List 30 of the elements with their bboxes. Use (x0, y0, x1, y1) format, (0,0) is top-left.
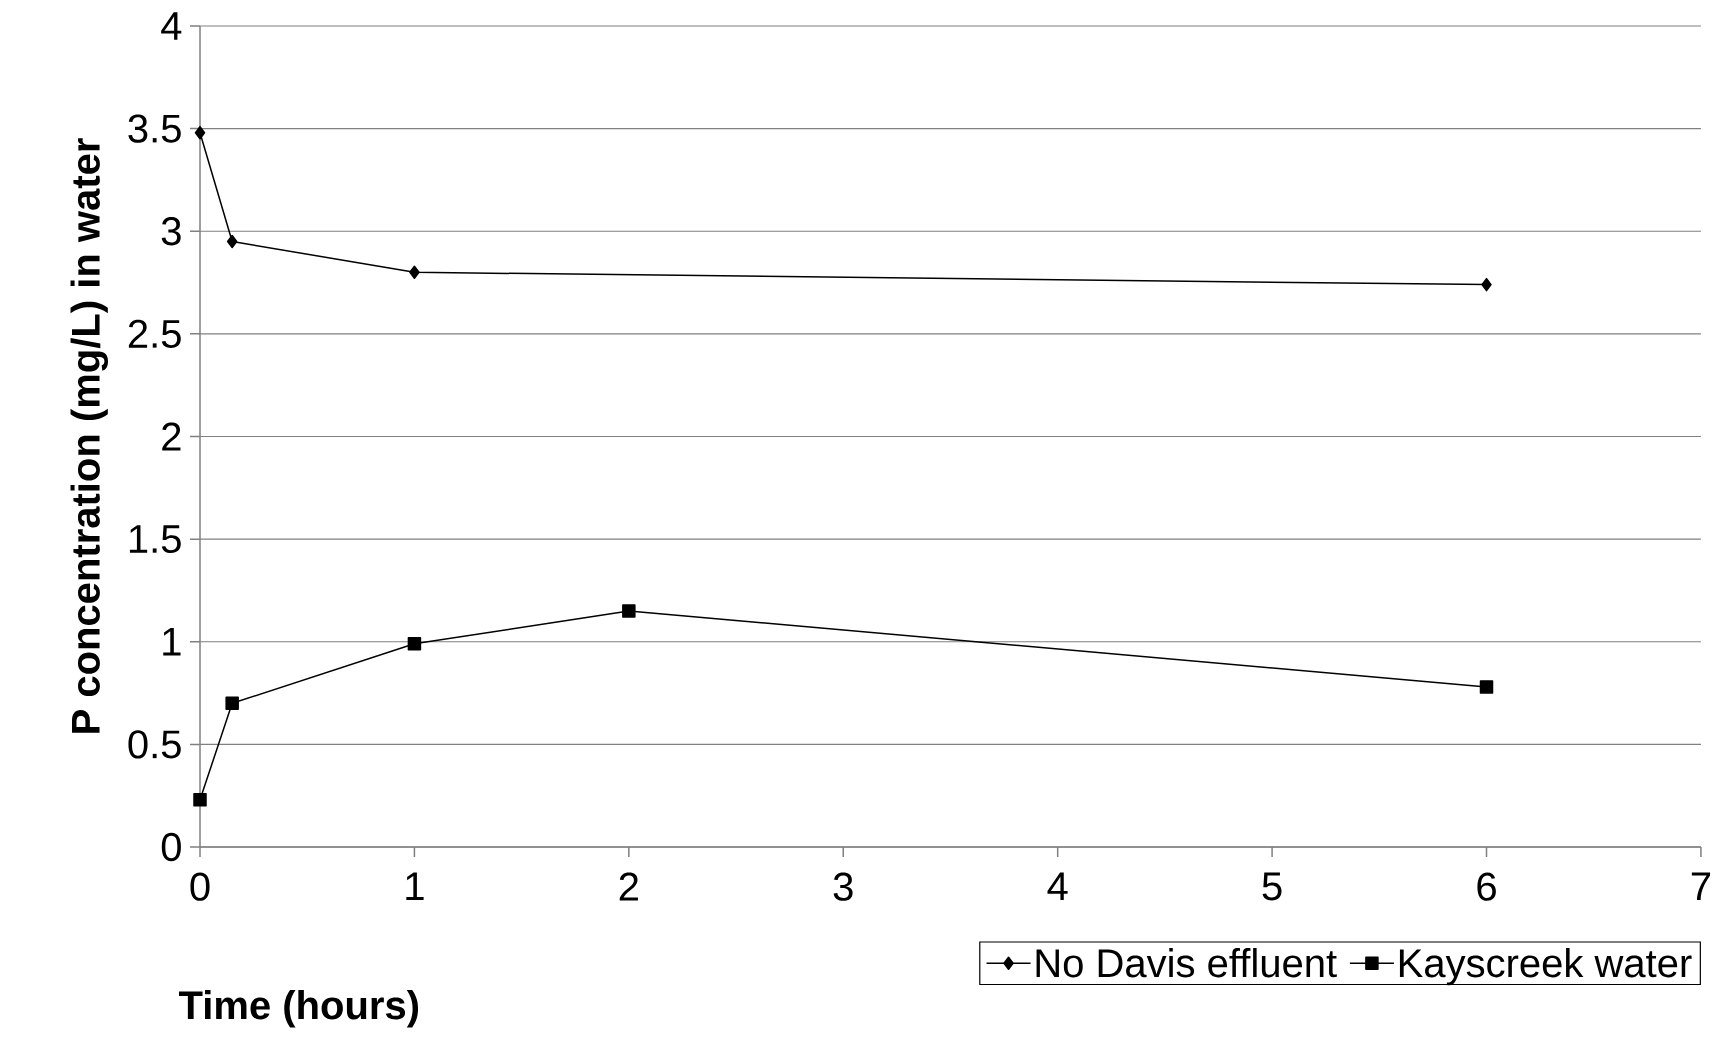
y-tick-label: 2.5 (128, 319, 181, 349)
y-tick-label: 1 (163, 628, 181, 656)
x-tick-label: 2 (619, 872, 638, 901)
point (1481, 277, 1492, 292)
y-axis-title: P concentration (mg/L) in water (70, 138, 108, 733)
x-axis-title: Time (hours) (178, 990, 419, 1028)
y-tick-label: 4 (161, 12, 182, 40)
y-tick-label: 3.5 (128, 114, 181, 143)
x-tick-label: 1 (406, 872, 424, 901)
x-tick-label: 6 (1477, 872, 1496, 901)
point (193, 793, 207, 807)
y-tick-label: 1.5 (129, 525, 181, 554)
point (225, 696, 239, 711)
x-tick-label: 0 (190, 872, 210, 901)
point (194, 125, 206, 140)
point (409, 265, 420, 280)
legend-label: No Davis effluent (1036, 948, 1337, 978)
point (1479, 680, 1494, 694)
x-tick-label: 5 (1262, 872, 1282, 901)
y-tick-label: 2 (162, 422, 181, 451)
point (622, 604, 636, 618)
y-tick-label: 3 (161, 217, 181, 246)
x-tick-label: 7 (1691, 872, 1711, 901)
y-tick-label: 0.5 (128, 730, 181, 759)
x-tick-label: 4 (1047, 872, 1068, 901)
y-tick-label: 0 (161, 832, 181, 862)
point (226, 234, 238, 249)
x-tick-label: 3 (833, 872, 853, 901)
legend-label: Kayscreek water (1399, 948, 1692, 986)
point (407, 637, 422, 651)
